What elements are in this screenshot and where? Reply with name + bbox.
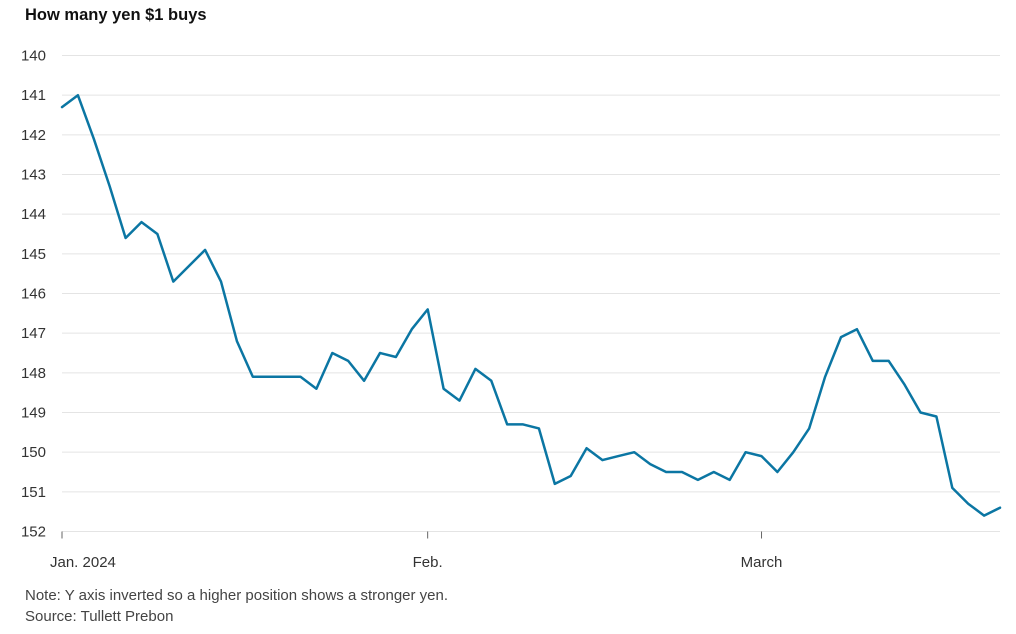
y-axis-tick-label: 147 [21,325,46,342]
yen-line-series [60,93,1002,517]
y-axis-tick-label: 141 [21,87,46,104]
chart-title: How many yen $1 buys [25,6,207,24]
y-axis-tick-label: 149 [21,405,46,422]
x-axis-tick-label: Jan. 2024 [50,554,116,571]
chart-source: Source: Tullett Prebon [25,608,174,625]
y-axis-tick-label: 148 [21,365,46,382]
x-axis-tick-label: Feb. [413,554,443,571]
y-axis-tick-label: 143 [21,167,46,184]
y-axis-tick-label: 146 [21,286,46,303]
chart-note: Note: Y axis inverted so a higher positi… [25,587,449,604]
y-axis-tick-label: 150 [21,444,46,461]
y-axis-tick-label: 151 [21,484,46,501]
y-axis-tick-label: 152 [21,524,46,541]
y-axis-tick-label: 142 [21,127,46,144]
x-axis-tick-label: March [741,554,783,571]
y-axis-tick-label: 144 [21,206,46,223]
y-axis-tick-label: 145 [21,246,46,263]
y-axis-tick-label: 140 [21,48,46,65]
